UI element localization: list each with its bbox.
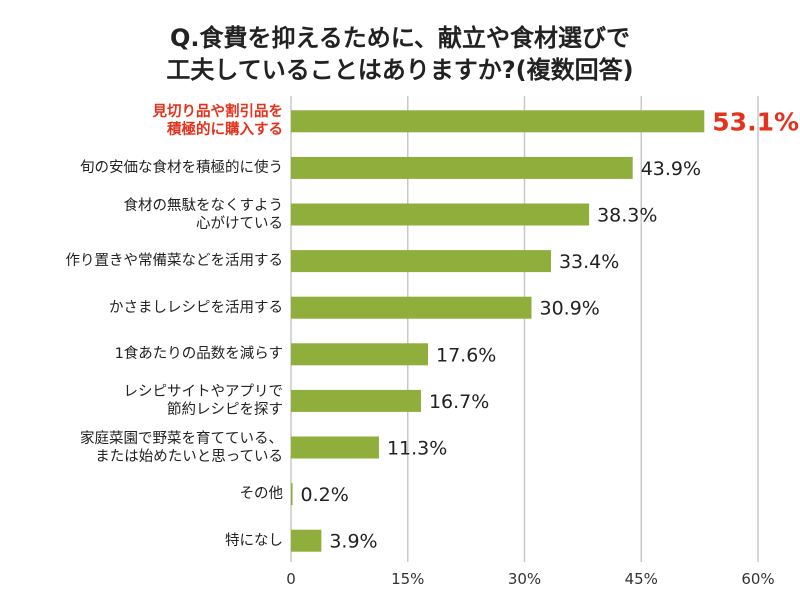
y-tick-label: 家庭菜園で野菜を育てている、 または始めたいと思っている	[80, 430, 283, 465]
x-tick-label: 45%	[625, 570, 658, 588]
y-tick-label: 見切り品や割引品を 積極的に購入する	[152, 104, 284, 139]
value-label: 0.2%	[301, 484, 349, 506]
chart-title: Q.食費を抑えるために、献立や食材選びで 工夫していることはありますか?(複数回…	[166, 24, 634, 84]
x-tick-label: 15%	[391, 570, 424, 588]
y-tick-label: かさましレシピを活用する	[109, 299, 283, 316]
value-label: 17.6%	[436, 344, 496, 366]
x-tick-label: 0	[286, 570, 296, 588]
bar	[291, 156, 633, 179]
value-label: 33.4%	[559, 251, 619, 273]
y-tick-label: レシピサイトやアプリで 節約レシピを探す	[123, 383, 284, 418]
x-tick-label: 60%	[741, 570, 774, 588]
value-label: 11.3%	[387, 438, 447, 460]
y-tick-label: 旬の安価な食材を積極的に使う	[80, 159, 283, 176]
value-label: 38.3%	[597, 205, 657, 227]
y-tick-label: 作り置きや常備菜などを活用する	[65, 253, 284, 270]
bar	[291, 110, 705, 133]
x-tick-label: 30%	[508, 570, 541, 588]
bar	[291, 343, 428, 366]
bar	[291, 529, 322, 552]
value-label: 43.9%	[641, 158, 701, 180]
y-tick-label: 食材の無駄をなくすよう 心がけている	[123, 197, 284, 232]
y-tick-label: その他	[239, 486, 284, 503]
bar	[291, 389, 421, 412]
value-label: 53.1%	[712, 107, 799, 136]
bar	[291, 296, 532, 319]
bar	[291, 250, 551, 273]
y-tick-label: 1食あたりの品数を減らす	[114, 346, 283, 363]
value-label: 3.9%	[329, 531, 377, 553]
value-label: 30.9%	[540, 298, 600, 320]
value-label: 16.7%	[429, 391, 489, 413]
bar	[291, 436, 379, 459]
y-tick-label: 特になし	[225, 532, 283, 549]
bar	[291, 203, 590, 226]
bar	[291, 483, 293, 506]
